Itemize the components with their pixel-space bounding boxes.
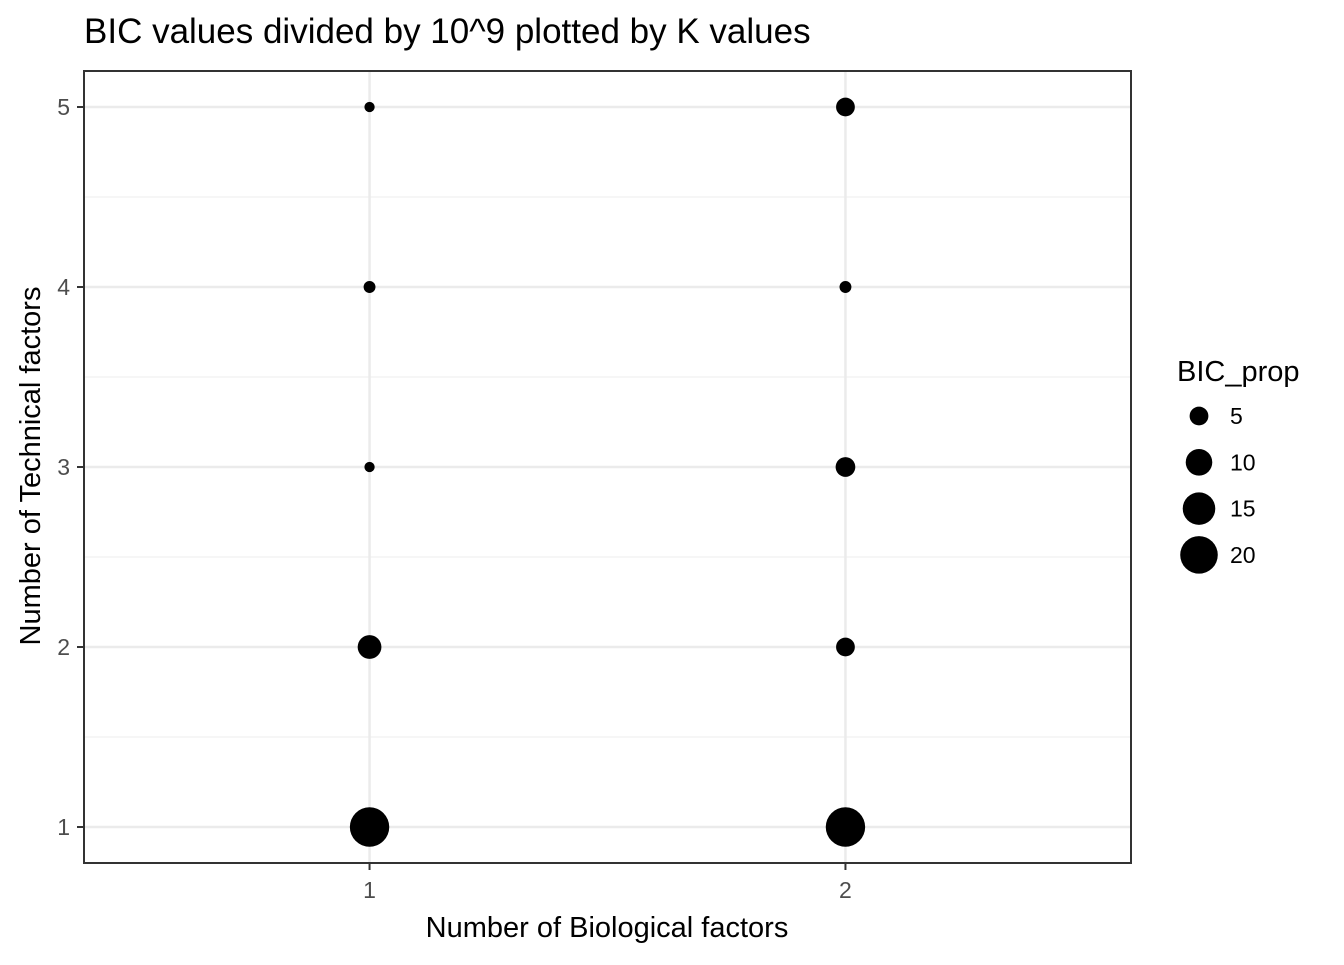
- y-tick-label: 4: [57, 274, 70, 300]
- legend-key-label: 10: [1230, 449, 1256, 475]
- legend-key-circle: [1180, 536, 1218, 574]
- legend-key-label: 15: [1230, 496, 1256, 522]
- legend-title: BIC_prop: [1177, 356, 1300, 388]
- legend-key-circle: [1185, 449, 1213, 476]
- legend-keys: 5 10 15 20: [1180, 403, 1256, 574]
- data-point: [835, 457, 856, 477]
- legend: BIC_prop 5 10 15 20: [1177, 356, 1300, 574]
- x-tick-label: 1: [363, 877, 376, 903]
- legend-key-circle: [1189, 406, 1209, 426]
- data-point: [364, 101, 375, 113]
- legend-key-label: 20: [1230, 542, 1256, 568]
- legend-key-circle: [1182, 492, 1216, 525]
- x-axis-title: Number of Biological factors: [426, 912, 789, 944]
- data-point: [839, 281, 852, 293]
- data-point: [836, 637, 855, 657]
- chart-title: BIC values divided by 10^9 plotted by K …: [84, 12, 811, 51]
- data-point: [349, 807, 390, 847]
- data-point: [363, 281, 376, 293]
- data-point: [836, 97, 855, 117]
- data-points: [349, 97, 866, 847]
- y-axis-title: Number of Technical factors: [15, 287, 47, 646]
- data-point: [825, 807, 866, 847]
- y-tick-label: 1: [57, 814, 70, 840]
- y-tick-label: 5: [57, 94, 70, 120]
- y-tick-label: 3: [57, 454, 70, 480]
- x-tick-label: 2: [839, 877, 852, 903]
- panel-border: [83, 70, 1132, 864]
- grid-lines: [84, 71, 1131, 863]
- data-point: [364, 461, 375, 473]
- legend-key-label: 5: [1230, 403, 1243, 429]
- axis-ticks: 1 2 3 4 5 1 2: [57, 94, 852, 903]
- y-tick-label: 2: [57, 634, 70, 660]
- data-point: [357, 635, 382, 659]
